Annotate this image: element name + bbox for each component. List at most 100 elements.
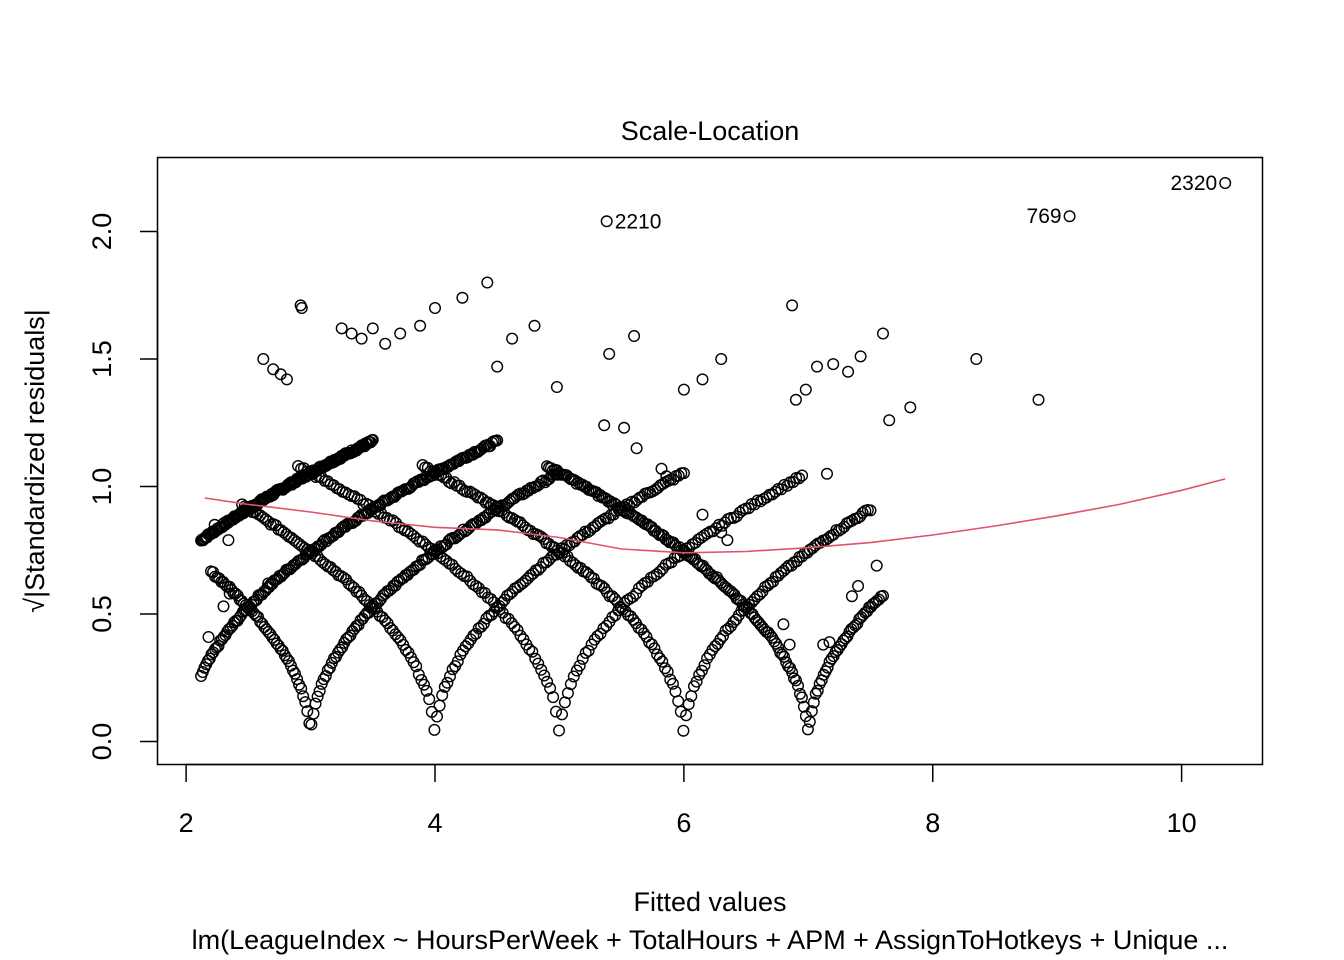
data-point-arc-5 [701, 527, 714, 540]
data-point-arc-5 [591, 630, 604, 643]
x-axis-label: Fitted values [633, 887, 786, 917]
data-point-arc-2 [491, 434, 504, 447]
x-tick-label: 10 [1167, 808, 1197, 838]
data-point-arc-6 [864, 504, 877, 517]
data-point-arc-6 [672, 695, 685, 708]
data-point-arc-7 [837, 634, 850, 647]
data-point [262, 577, 275, 590]
data-point-arc-7 [764, 629, 777, 642]
data-point [721, 534, 734, 547]
data-point-arc-5 [348, 490, 361, 503]
data-point [491, 360, 504, 373]
data-point-arc-4 [451, 655, 464, 668]
chart-title: Scale-Location [621, 116, 800, 146]
data-point-arc-5 [505, 617, 518, 630]
data-point-arc-6 [677, 724, 690, 737]
data-point-arc-5 [541, 675, 554, 688]
data-point [823, 636, 836, 649]
data-point [845, 590, 858, 603]
data-point-arc-6 [709, 640, 722, 653]
data-point-arc-5 [455, 567, 468, 580]
data-point-arc-5 [532, 657, 545, 670]
data-point-arc-3 [535, 475, 548, 488]
points-layer [195, 176, 1232, 737]
labeled-point [600, 215, 613, 228]
data-point-arc-5 [440, 554, 453, 567]
data-point-arc-6 [714, 633, 727, 646]
data-point-arc-5 [381, 512, 394, 525]
data-point-arc-3 [295, 682, 308, 695]
data-point-arc-5 [567, 670, 580, 683]
data-point-arc-7 [790, 674, 803, 687]
data-point-arc-7 [811, 684, 824, 697]
data-point-arc-6 [659, 662, 672, 675]
data-point-arc-7 [635, 514, 648, 527]
data-point-arc-6 [666, 677, 679, 690]
data-point-arc-5 [748, 498, 761, 511]
data-point-arc-3 [502, 496, 515, 509]
data-point-arc-2 [208, 643, 221, 656]
data-point [777, 618, 790, 631]
data-point-arc-5 [315, 471, 328, 484]
data-point [842, 365, 855, 378]
data-point-arc-3 [334, 643, 347, 656]
data-point-arc-4 [444, 670, 457, 683]
data-point-arc-5 [653, 565, 666, 578]
y-tick-label: 2.0 [87, 213, 117, 251]
data-point-arc-7 [849, 619, 862, 632]
data-point-arc-5 [511, 624, 524, 637]
data-point-arc-6 [648, 642, 661, 655]
data-point-arc-5 [446, 558, 459, 571]
data-point-arc-5 [754, 495, 767, 508]
data-point-arc-5 [724, 512, 737, 525]
data-point-arc-5 [514, 629, 527, 642]
data-point [786, 299, 799, 312]
data-point [655, 462, 668, 475]
data-point-arc-6 [637, 627, 650, 640]
data-point-arc-4 [420, 684, 433, 697]
data-point [827, 358, 840, 371]
point-label: 2210 [615, 210, 662, 233]
data-point-arc-7 [629, 511, 642, 524]
data-point-arc-6 [722, 622, 735, 635]
data-point-arc-7 [801, 723, 814, 736]
data-point [883, 414, 896, 427]
data-point-arc-5 [556, 708, 569, 721]
data-point-arc-7 [877, 589, 890, 602]
data-point-arc-3 [266, 631, 279, 644]
data-point [715, 526, 728, 539]
data-point-arc-7 [724, 585, 737, 598]
data-point [267, 363, 280, 376]
data-point-arc-4 [475, 620, 488, 633]
data-point-arc-5 [796, 469, 809, 482]
data-point [1032, 393, 1045, 406]
data-point-arc-7 [809, 687, 822, 700]
data-point-arc-5 [576, 652, 589, 665]
data-point-arc-3 [247, 607, 260, 620]
data-point [970, 353, 983, 366]
point-label: 2320 [1170, 172, 1217, 195]
data-point [877, 327, 890, 340]
data-point-arc-6 [695, 664, 708, 677]
data-point-arc-5 [526, 645, 539, 658]
smooth-line [204, 478, 1226, 554]
data-point-arc-3 [321, 664, 334, 677]
y-tick-label: 0.0 [87, 723, 117, 761]
data-point-arc-3 [342, 631, 355, 644]
data-point-arc-3 [229, 587, 242, 600]
data-point [660, 470, 673, 483]
data-point-arc-4 [441, 676, 454, 689]
data-point-arc-7 [691, 556, 704, 569]
data-point-arc-5 [564, 678, 577, 691]
data-point-arc-5 [695, 531, 708, 544]
data-point-arc-5 [550, 705, 563, 718]
data-point-arc-7 [740, 600, 753, 613]
data-point-arc-3 [280, 652, 293, 665]
data-point [208, 518, 221, 531]
data-point [345, 327, 358, 340]
data-point [355, 332, 368, 345]
y-tick-label: 0.5 [87, 595, 117, 633]
data-point-arc-7 [831, 644, 844, 657]
